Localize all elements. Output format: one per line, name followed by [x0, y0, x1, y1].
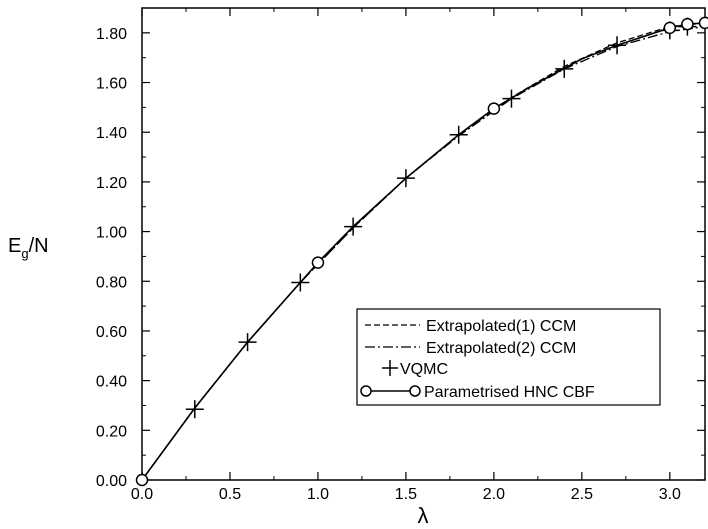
- y-axis-title-subscript: g: [21, 246, 28, 261]
- y-tick-label: 1.20: [96, 175, 127, 192]
- y-tick-label: 0.40: [96, 374, 127, 391]
- series-layer: [141, 22, 706, 481]
- series-line-1: [141, 22, 706, 481]
- legend-label-vqmc: VQMC: [400, 361, 448, 378]
- y-tick-label: 1.00: [96, 225, 127, 242]
- vqmc-point: [449, 125, 468, 144]
- legend-label-extrapolated-1: Extrapolated(1) CCM: [426, 318, 576, 335]
- hnc-cbf-point: [663, 21, 677, 35]
- y-tick-label: 0.20: [96, 423, 127, 440]
- x-tick-label: 1.5: [395, 486, 417, 503]
- legend-box: [356, 308, 661, 406]
- legend-marker-vqmc: [382, 360, 398, 376]
- vqmc-point: [291, 273, 310, 292]
- vqmc-point: [396, 169, 415, 188]
- marker-layer: [135, 16, 708, 487]
- legend: Extrapolated(1) CCM Extrapolated(2) CCM …: [356, 308, 661, 406]
- vqmc-point: [502, 89, 521, 108]
- x-tick-label: 0.5: [219, 486, 241, 503]
- series-line-2: [141, 25, 706, 481]
- hnc-cbf-point: [698, 16, 708, 30]
- x-tick-label: 1.0: [307, 486, 329, 503]
- vqmc-point: [344, 217, 363, 236]
- x-tick-label: 3.0: [659, 486, 681, 503]
- y-tick-label: 0.80: [96, 274, 127, 291]
- y-axis-title-suffix: /N: [29, 235, 49, 257]
- vqmc-point: [185, 400, 204, 419]
- tick-layer: 0.0 0.5 1.0 1.5 2.0 2.5 3.0 0.00 0.20 0.40 0.60 0.8…: [96, 8, 705, 503]
- vqmc-point: [608, 36, 627, 55]
- y-tick-label: 1.60: [96, 76, 127, 93]
- x-tick-label: 2.5: [571, 486, 593, 503]
- y-tick-label: 1.80: [96, 26, 127, 43]
- vqmc-point: [238, 333, 257, 352]
- vqmc-point: [555, 59, 574, 78]
- legend-marker-hnc-right: [409, 385, 421, 397]
- legend-label-hnc: Parametrised HNC CBF: [424, 384, 595, 401]
- y-tick-label: 0.00: [96, 473, 127, 490]
- y-tick-label: 1.40: [96, 125, 127, 142]
- y-axis-title: Eg/N: [8, 235, 49, 261]
- plot-frame: [141, 7, 706, 481]
- x-tick-label: 2.0: [483, 486, 505, 503]
- x-axis-title: λ: [418, 503, 429, 528]
- hnc-cbf-point: [311, 256, 325, 269]
- legend-label-extrapolated-2: Extrapolated(2) CCM: [426, 340, 576, 357]
- hnc-cbf-point: [487, 102, 501, 115]
- series-line-4: [141, 22, 706, 481]
- hnc-cbf-point: [681, 17, 694, 31]
- legend-marker-hnc-left: [360, 385, 372, 397]
- hnc-cbf-point: [135, 473, 149, 487]
- x-tick-label: 0.0: [131, 486, 153, 503]
- y-axis-title-main: E: [8, 235, 21, 257]
- y-tick-label: 0.60: [96, 324, 127, 341]
